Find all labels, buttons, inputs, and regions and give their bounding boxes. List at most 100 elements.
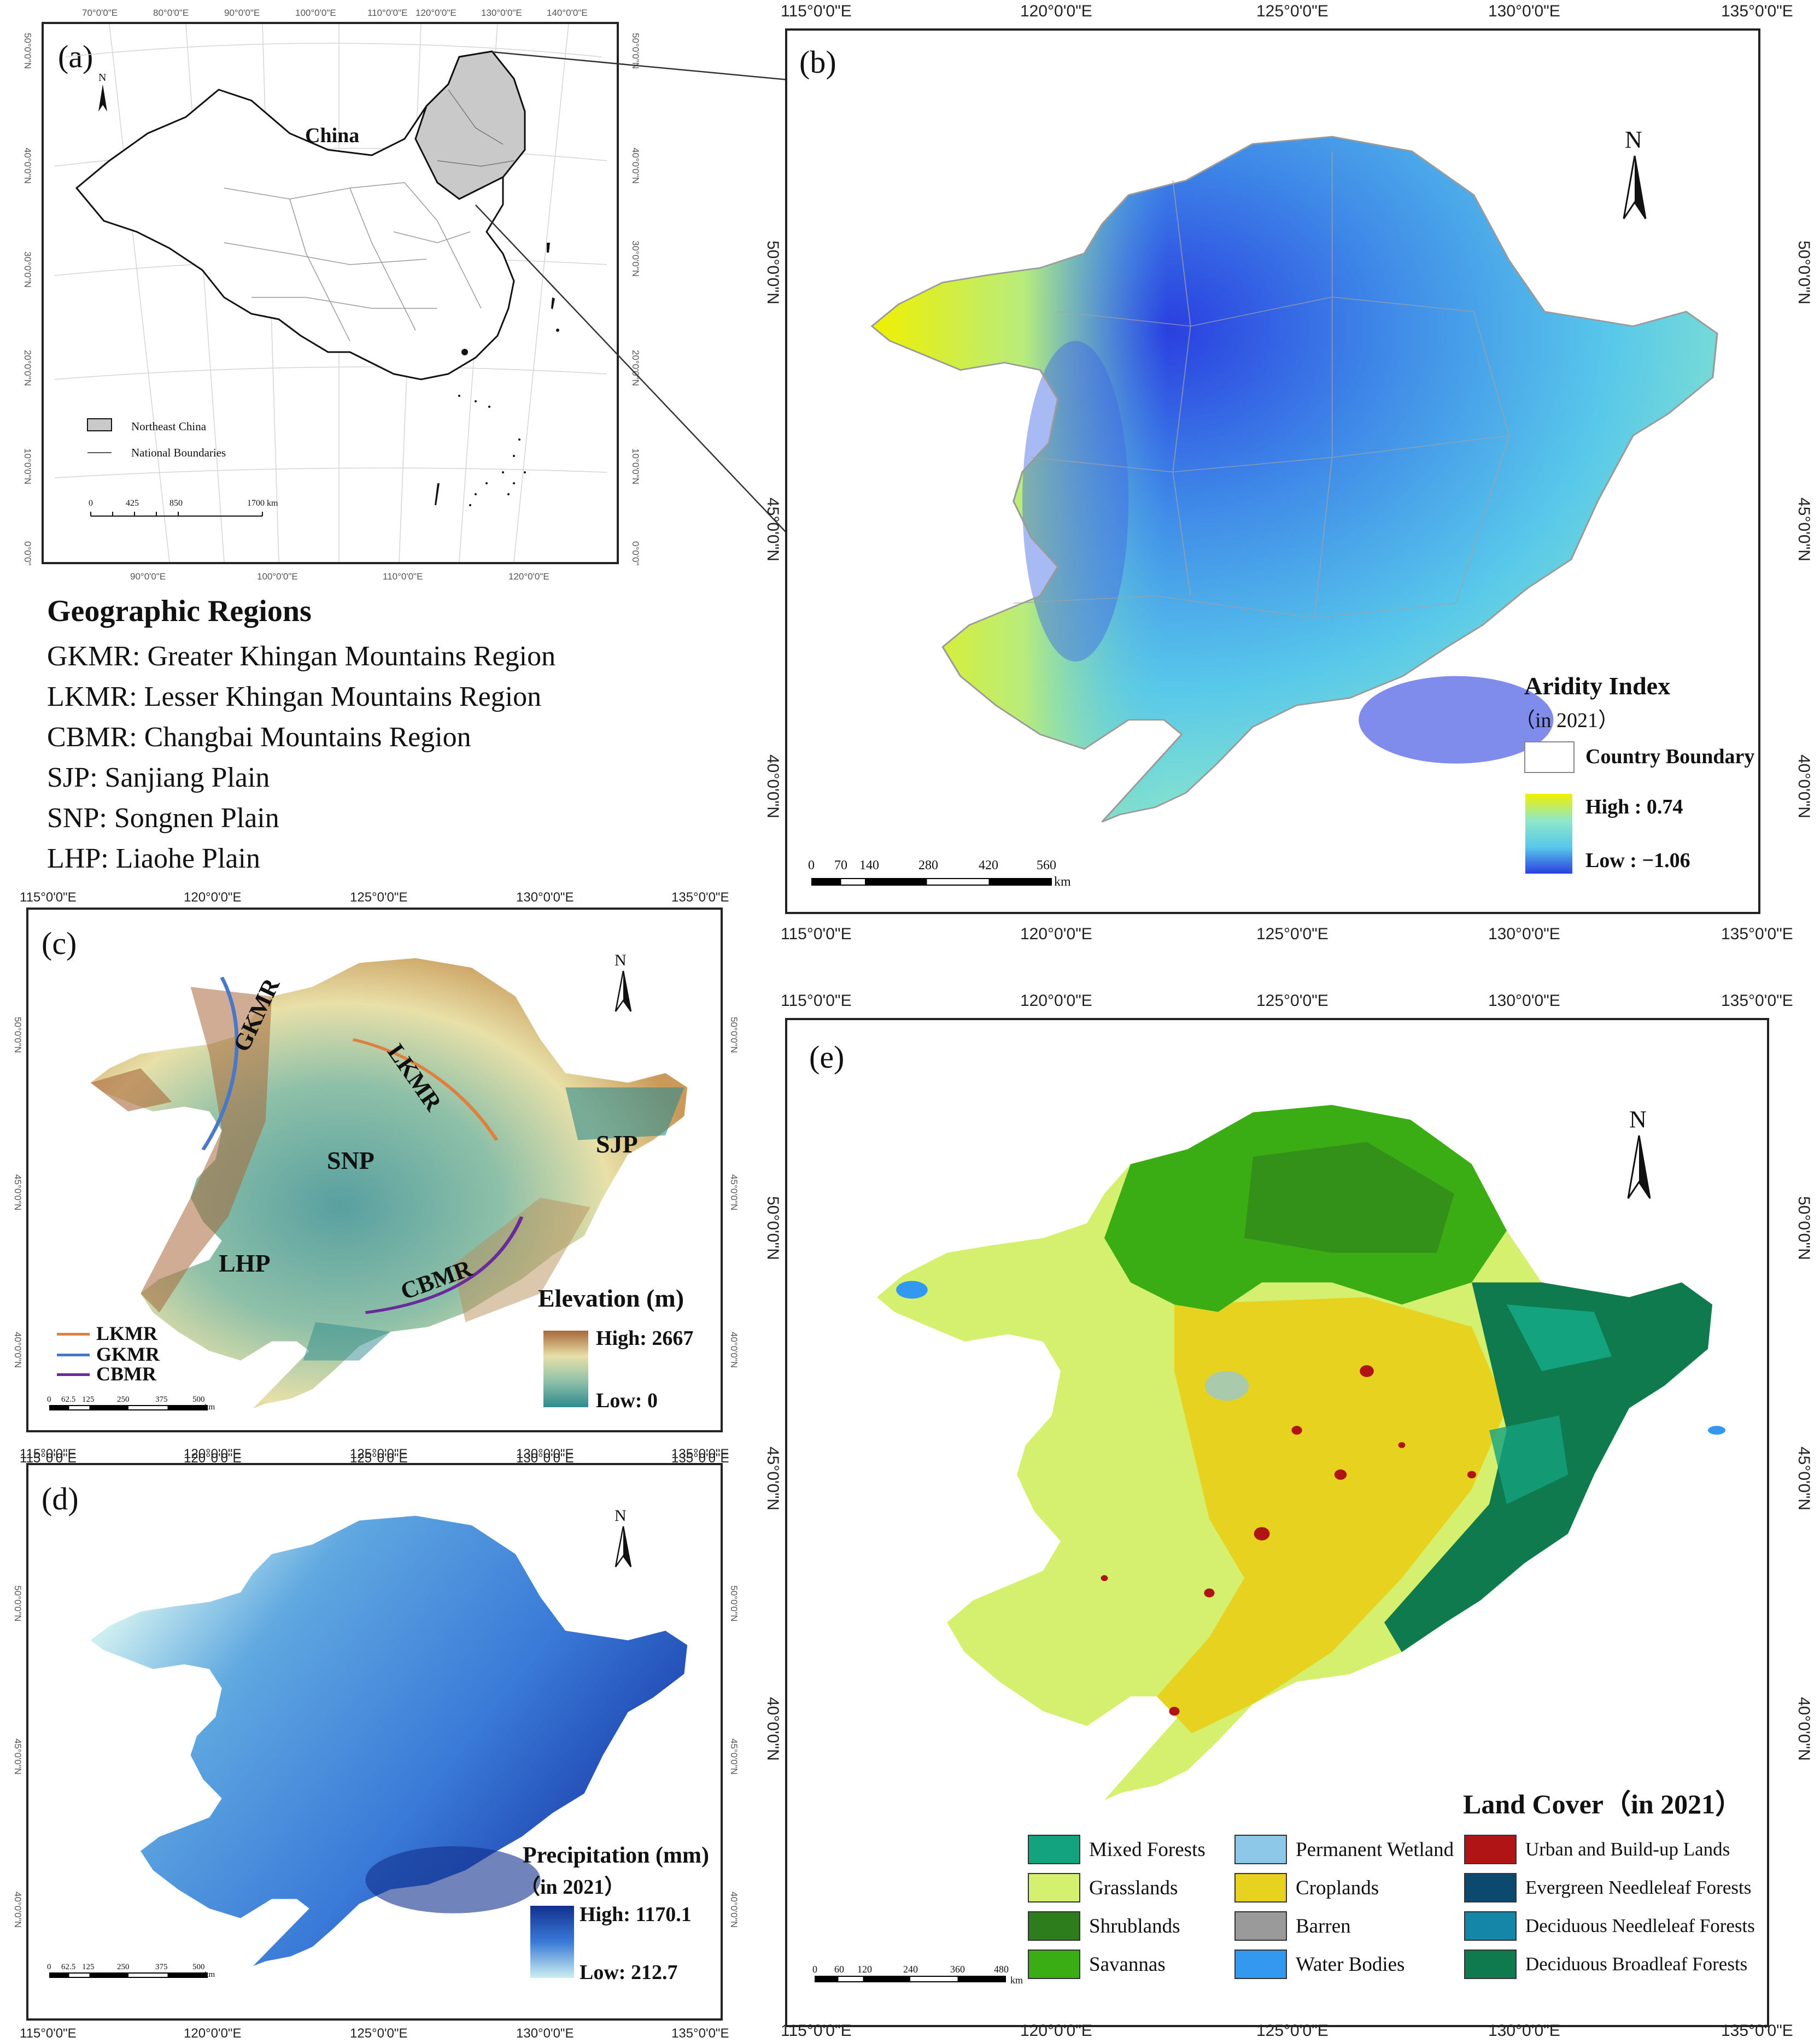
lat-label: 40°0'0"N xyxy=(1795,754,1813,818)
geographic-regions-list: Geographic Regions GKMR: Greater Khingan… xyxy=(47,594,555,879)
legend-swatch xyxy=(1234,1911,1287,1941)
precipitation-low-label: Low: 212.7 xyxy=(580,1961,678,1984)
country-boundary-swatch xyxy=(1524,741,1575,773)
lon-label: 140°0'0"E xyxy=(547,8,588,18)
legend-label: Water Bodies xyxy=(1296,1953,1405,1976)
precipitation-legend-subtitle: （in 2021） xyxy=(519,1876,625,1899)
lat-label: 40°0'0"N xyxy=(1795,1697,1813,1761)
legend-item: Permanent Wetland xyxy=(1234,1835,1454,1864)
lon-label: 130°0'0"E xyxy=(516,890,574,905)
lon-label: 125°0'0"E xyxy=(1256,925,1329,943)
legend-northeast-label: Northeast China xyxy=(131,420,207,433)
scale-label: 360 xyxy=(950,1964,965,1975)
lon-label: 120°0'0"E xyxy=(508,571,549,582)
scale-label: 0 xyxy=(47,1963,51,1971)
scale-label: 125 xyxy=(82,1963,95,1971)
lon-label: 125°0'0"E xyxy=(350,1451,408,1466)
lat-label: 40°0'0"N xyxy=(13,1332,23,1368)
legend-label: LKMR xyxy=(96,1322,157,1344)
lon-label: 125°0'0"E xyxy=(350,2026,408,2041)
legend-item: Deciduous Broadleaf Forests xyxy=(1464,1950,1747,1979)
scale-unit: km xyxy=(1010,1975,1023,1986)
lon-label: 130°0'0"E xyxy=(1488,2,1560,20)
lon-label: 125°0'0"E xyxy=(350,1447,408,1461)
north-arrow-icon: N xyxy=(1627,1106,1651,1199)
panel-e-label: (e) xyxy=(809,1039,845,1075)
lon-label: 135°0'0"E xyxy=(1721,2022,1793,2040)
north-arrow-icon: N xyxy=(615,1507,632,1567)
legend-swatch xyxy=(1234,1835,1287,1864)
legend-item: Deciduous Needleleaf Forests xyxy=(1464,1911,1755,1941)
panel-d-label: (d) xyxy=(42,1481,79,1517)
legend-label: GKMR xyxy=(96,1343,160,1365)
lon-label: 135°0'0"E xyxy=(671,1447,729,1461)
legend-label: Croplands xyxy=(1296,1876,1379,1899)
gkmr-legend-line xyxy=(57,1354,90,1356)
scale-label: 250 xyxy=(117,1963,130,1971)
lat-label: 45°0'0"N xyxy=(764,497,782,561)
legend-boundaries-label: National Boundaries xyxy=(131,446,226,459)
china-label: China xyxy=(305,124,360,147)
precipitation-color-ramp xyxy=(530,1906,574,1978)
legend-item: Croplands xyxy=(1234,1873,1379,1902)
region-item: SJP: Sanjiang Plain xyxy=(47,762,270,793)
scale-label: 0 xyxy=(808,858,815,873)
scale-label: 240 xyxy=(903,1964,918,1975)
scale-label: 280 xyxy=(918,858,938,873)
legend-swatch xyxy=(1464,1911,1517,1941)
lat-label: 40°0'0"N xyxy=(729,1892,739,1928)
legend-item: Water Bodies xyxy=(1234,1950,1404,1979)
lon-label: 115°0'0"E xyxy=(781,2022,852,2040)
legend-item: Barren xyxy=(1234,1911,1351,1941)
lon-label: 135°0'0"E xyxy=(671,1451,729,1466)
lon-label: 120°0'0"E xyxy=(184,2026,242,2041)
legend-swatch xyxy=(1464,1873,1517,1902)
lat-label: 40°0'0"N xyxy=(764,1697,782,1761)
legend-label: Deciduous Needleleaf Forests xyxy=(1525,1915,1755,1936)
scale-label: 62.5 xyxy=(61,1963,76,1971)
lat-label: 40°0'0"N xyxy=(764,754,782,818)
lon-label: 115°0'0"E xyxy=(20,2026,77,2041)
lat-label: 45°0'0"N xyxy=(1795,1447,1813,1511)
lon-label: 100°0'0"E xyxy=(295,8,336,18)
scale-label: 420 xyxy=(979,858,998,873)
north-arrow-icon: N xyxy=(1623,126,1647,219)
legend-label: Deciduous Broadleaf Forests xyxy=(1525,1953,1748,1975)
lon-label: 80°0'0"E xyxy=(153,8,189,18)
lat-label: 50°0'0"N xyxy=(13,1017,23,1053)
country-boundary-label: Country Boundary xyxy=(1585,745,1755,768)
region-item: GKMR: Greater Khingan Mountains Region xyxy=(47,641,556,672)
scale-bar xyxy=(811,878,1052,886)
scale-label: 375 xyxy=(155,1963,168,1971)
scale-unit: km xyxy=(1054,875,1071,889)
scale-label: 560 xyxy=(1037,858,1056,873)
scale-label: 500 xyxy=(192,1395,205,1404)
precipitation-legend-title: Precipitation (mm) xyxy=(523,1843,709,1868)
lat-label: 40°0'0"N xyxy=(729,1332,739,1368)
lon-label: 90°0'0"E xyxy=(130,571,166,582)
aridity-legend-title: Aridity Index xyxy=(1524,672,1671,700)
sjp-label: SJP xyxy=(596,1130,638,1158)
legend-item: Urban and Build-up Lands xyxy=(1464,1835,1730,1864)
lat-label: 45°0'0"N xyxy=(729,1174,739,1211)
scale-bar xyxy=(49,1405,208,1410)
legend-swatch xyxy=(1028,1950,1080,1979)
aridity-low-label: Low : −1.06 xyxy=(1585,849,1690,872)
legend-label: Grasslands xyxy=(1089,1876,1178,1899)
scale-label: 850 xyxy=(169,499,183,508)
scale-label: 0 xyxy=(89,499,93,508)
regions-title: Geographic Regions xyxy=(47,594,312,628)
cbmr-legend-line xyxy=(57,1373,90,1376)
lon-label: 120°0'0"E xyxy=(1020,925,1092,943)
scale-label: 375 xyxy=(155,1395,168,1404)
lon-label: 135°0'0"E xyxy=(1721,925,1793,943)
northeast-china-region xyxy=(414,50,526,200)
lon-label: 125°0'0"E xyxy=(1256,2,1329,20)
aridity-legend-subtitle: （in 2021） xyxy=(1514,709,1619,732)
scale-label: 60 xyxy=(834,1964,844,1975)
scale-label: 125 xyxy=(82,1395,95,1404)
lat-label: 50°0'0"N xyxy=(764,241,782,305)
scale-label: 140 xyxy=(859,858,879,873)
scale-label: 120 xyxy=(857,1964,872,1975)
lat-label: 45°0'0"N xyxy=(1795,497,1813,561)
